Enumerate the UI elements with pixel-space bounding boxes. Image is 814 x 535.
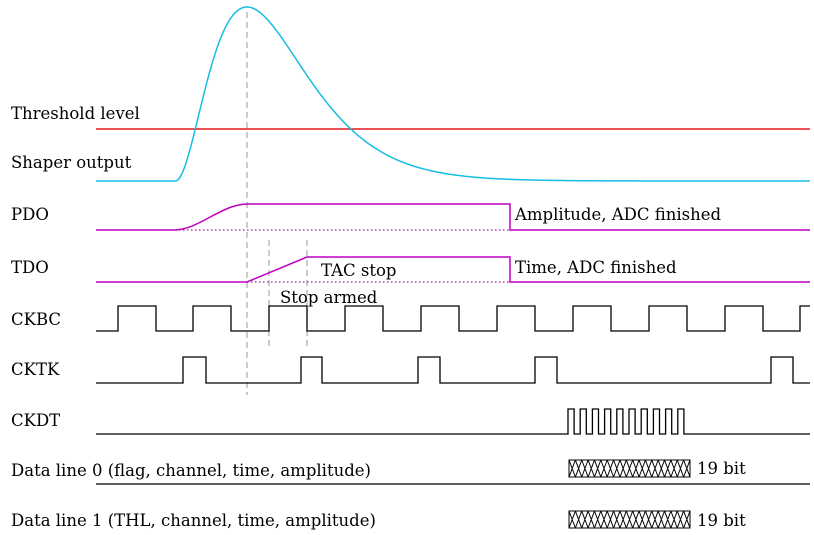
data-line-0-bits-annotation: 19 bit: [697, 459, 746, 478]
data-line-1-label: Data line 1 (THL, channel, time, amplitu…: [11, 511, 376, 530]
data-line-0-label: Data line 0 (flag, channel, time, amplit…: [11, 461, 371, 480]
tdo-label: TDO: [11, 258, 49, 277]
ckbc-clock-trace: [96, 305, 810, 332]
pdo-label: PDO: [11, 205, 49, 224]
pdo-finished-annotation: Amplitude, ADC finished: [514, 205, 722, 224]
cktk-clock-trace: [96, 356, 810, 384]
tdo-trace: [96, 256, 810, 283]
data-line-1-bits-annotation: 19 bit: [697, 511, 746, 530]
cktk-label: CKTK: [11, 360, 60, 379]
data-line-1-bit-pattern: [568, 510, 691, 529]
tac-stop-annotation: TAC stop: [321, 261, 396, 280]
tdo-finished-annotation: Time, ADC finished: [515, 258, 677, 277]
pdo-trace: [96, 203, 810, 231]
threshold-label: Threshold level: [11, 104, 140, 123]
ckdt-label: CKDT: [11, 411, 60, 430]
shaper-output-trace: [96, 6, 810, 182]
shaper-label: Shaper output: [11, 153, 132, 172]
ckdt-clock-trace: [96, 408, 810, 435]
ckbc-label: CKBC: [11, 310, 61, 329]
stop-armed-annotation: Stop armed: [280, 288, 378, 307]
data-line-0-bit-pattern: [568, 459, 691, 478]
